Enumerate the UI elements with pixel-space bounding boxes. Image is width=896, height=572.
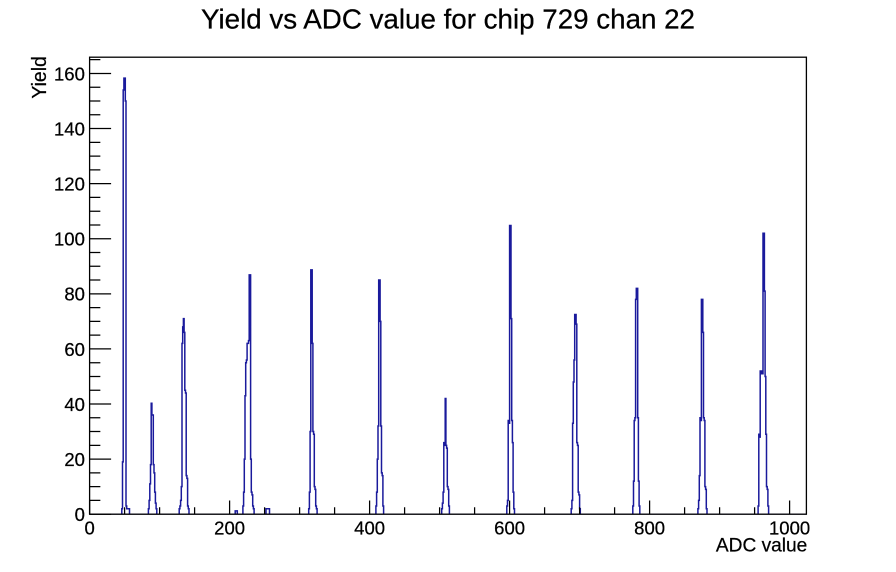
svg-text:0: 0 — [84, 517, 94, 538]
svg-text:400: 400 — [354, 517, 385, 538]
svg-text:800: 800 — [634, 517, 665, 538]
svg-text:200: 200 — [214, 517, 245, 538]
svg-text:80: 80 — [64, 284, 85, 305]
svg-text:ADC value: ADC value — [716, 536, 807, 557]
svg-text:Yield vs ADC value for chip 72: Yield vs ADC value for chip 729 chan 22 — [201, 2, 695, 34]
svg-text:60: 60 — [64, 339, 85, 360]
svg-text:100: 100 — [54, 229, 85, 250]
svg-text:Yield: Yield — [28, 56, 51, 98]
svg-text:20: 20 — [64, 449, 85, 470]
svg-text:160: 160 — [54, 63, 85, 84]
svg-text:120: 120 — [54, 174, 85, 195]
svg-text:140: 140 — [54, 118, 85, 139]
svg-text:600: 600 — [494, 517, 525, 538]
svg-text:0: 0 — [75, 504, 85, 525]
svg-text:40: 40 — [64, 394, 85, 415]
svg-text:1000: 1000 — [769, 517, 810, 538]
